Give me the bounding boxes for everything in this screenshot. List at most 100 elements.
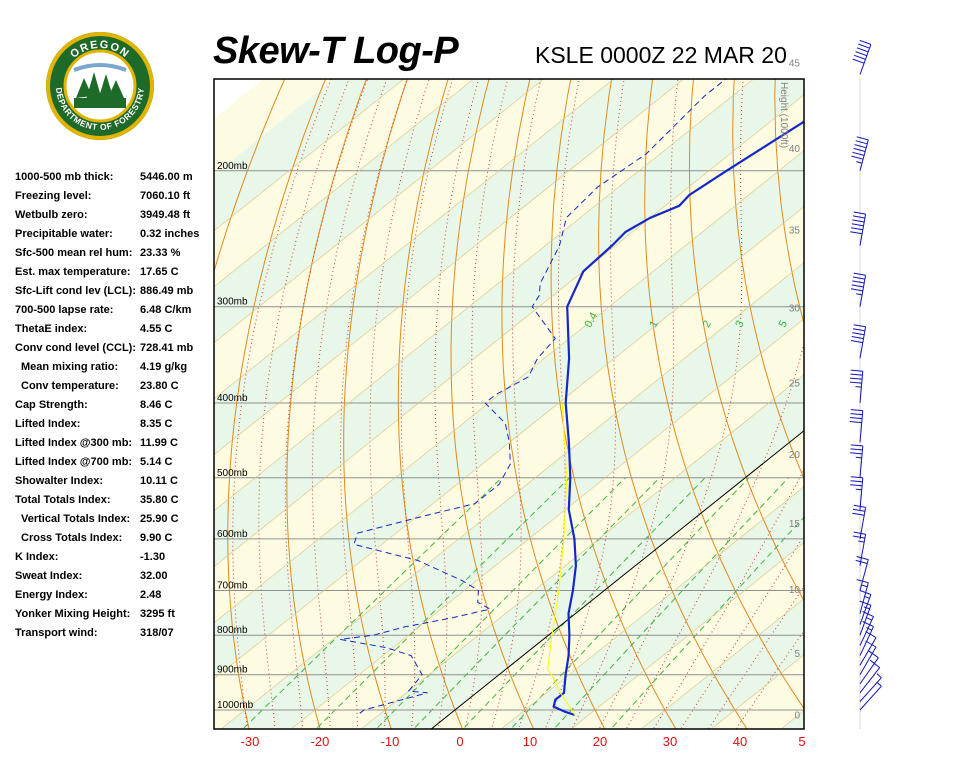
wind-barb bbox=[849, 369, 864, 404]
wind-barb-half-flag bbox=[861, 584, 868, 588]
isotherm bbox=[214, 79, 545, 344]
pressure-label: 600mb bbox=[217, 529, 248, 540]
wind-barb-half-flag bbox=[855, 386, 862, 388]
index-value: 318/07 bbox=[140, 627, 174, 639]
wind-barb bbox=[850, 444, 864, 478]
wind-barb-shaft bbox=[859, 445, 864, 478]
wind-barb-half-flag bbox=[855, 456, 862, 459]
moist-adiabat bbox=[571, 79, 679, 729]
index-value: 23.80 C bbox=[140, 380, 179, 392]
wind-barb-flag bbox=[853, 324, 866, 328]
wind-barb-half-flag bbox=[863, 606, 870, 610]
index-row: Wetbulb zero: 3949.48 ft bbox=[15, 206, 215, 225]
wind-barb-shaft bbox=[859, 534, 867, 566]
height-tick-label: 25 bbox=[789, 378, 801, 389]
wind-barb-half-flag bbox=[858, 540, 865, 543]
wind-barb bbox=[850, 476, 864, 510]
x-axis-tick-labels: -30 -20 -10 0 10 20 30 40 5 bbox=[241, 734, 806, 749]
index-label: Lifted Index @700 mb: bbox=[15, 456, 133, 468]
pressure-labels: 200mb 300mb 400mb 500mb 600mb 700mb 800mb 900mb… bbox=[217, 161, 254, 711]
wind-barb-flag bbox=[865, 640, 877, 648]
pressure-label: 500mb bbox=[217, 468, 248, 479]
index-label: ThetaE index: bbox=[15, 323, 88, 335]
wind-barb bbox=[850, 211, 867, 246]
index-label: Lifted Index: bbox=[15, 418, 81, 430]
isotherm bbox=[500, 486, 804, 729]
wind-barb-flag bbox=[859, 39, 872, 45]
wind-barb-flag bbox=[853, 504, 866, 508]
isotherm bbox=[214, 94, 804, 568]
index-row: K Index: -1.30 bbox=[15, 548, 215, 567]
wind-barb-half-flag bbox=[866, 617, 873, 621]
dry-adiabat bbox=[816, 0, 960, 742]
height-tick-label: 45 bbox=[789, 59, 801, 70]
pressure-label: 400mb bbox=[217, 393, 248, 404]
isotherm bbox=[214, 79, 685, 456]
wind-barb-flag bbox=[868, 650, 879, 659]
wind-barb bbox=[859, 631, 877, 666]
wind-barb bbox=[859, 621, 874, 656]
isotherms bbox=[214, 79, 804, 729]
moist-adiabat bbox=[680, 534, 804, 729]
wind-barb-flag bbox=[850, 417, 863, 420]
height-tick-label: 10 bbox=[789, 585, 801, 596]
wind-barb-flag bbox=[850, 288, 863, 292]
wind-barb-flag bbox=[850, 480, 863, 483]
wind-barb bbox=[855, 556, 869, 591]
index-label: Conv temperature: bbox=[21, 380, 119, 392]
wind-barb bbox=[850, 272, 867, 307]
index-row: 700-500 lapse rate: 6.48 C/km bbox=[15, 301, 215, 320]
wind-barb-flag bbox=[852, 328, 865, 332]
dry-adiabat bbox=[774, 79, 804, 326]
wind-barb-half-flag bbox=[876, 681, 882, 687]
wind-barb-flag bbox=[852, 151, 865, 156]
wind-barb-flag bbox=[852, 535, 865, 539]
index-row: ThetaE index: 4.55 C bbox=[15, 320, 215, 339]
wind-barb bbox=[859, 681, 882, 711]
index-value: 5.14 C bbox=[140, 456, 173, 468]
isotherm bbox=[360, 374, 804, 729]
wind-barb-flag bbox=[852, 276, 865, 280]
wind-barb-flag bbox=[856, 556, 869, 561]
wind-barb-shaft bbox=[859, 594, 872, 625]
wind-barb-flag bbox=[849, 421, 862, 424]
index-row: Transport wind: 318/07 bbox=[15, 624, 215, 643]
x-tick-label: 5 bbox=[798, 734, 805, 749]
index-value: 6.48 C/km bbox=[140, 304, 192, 316]
mixing-ratio-label: 3 bbox=[733, 319, 746, 330]
index-label: Cap Strength: bbox=[15, 399, 88, 411]
x-tick-label: 0 bbox=[456, 734, 463, 749]
index-label: Wetbulb zero: bbox=[15, 209, 88, 221]
index-label: Freezing level: bbox=[15, 190, 92, 202]
stability-indices-panel: 1000-500 mb thick: 5446.00 m Freezing leve… bbox=[15, 168, 215, 643]
index-row: Lifted Index @700 mb: 5.14 C bbox=[15, 453, 215, 472]
index-value: 0.32 inches bbox=[140, 228, 200, 240]
wind-barb-flag bbox=[851, 284, 864, 288]
wind-barb-flag bbox=[852, 332, 865, 336]
index-row: Precipitable water: 0.32 inches bbox=[15, 225, 215, 244]
wind-barb-flag bbox=[852, 58, 865, 64]
index-value: 7060.10 ft bbox=[140, 190, 191, 202]
sounding-series bbox=[340, 79, 804, 717]
index-row: Sfc-500 mean rel hum: 23.33 % bbox=[15, 244, 215, 263]
index-value: 2.48 bbox=[140, 589, 162, 601]
wind-barb-shaft bbox=[859, 657, 879, 685]
index-label: Cross Totals Index: bbox=[21, 532, 123, 544]
index-value: 4.55 C bbox=[140, 323, 173, 335]
index-row: Est. max temperature: 17.65 C bbox=[15, 263, 215, 282]
height-tick-label: 30 bbox=[789, 304, 801, 315]
moist-adiabat bbox=[517, 79, 580, 729]
wind-barb-shaft bbox=[859, 507, 867, 539]
wind-barb-half-flag bbox=[856, 161, 863, 164]
wind-barb-shaft bbox=[859, 214, 867, 246]
wind-barb bbox=[856, 579, 869, 614]
index-row: Showalter Index: 10.11 C bbox=[15, 472, 215, 491]
wind-barb-flag bbox=[850, 340, 863, 344]
wind-barb-flag bbox=[850, 409, 863, 412]
index-row: Cross Totals Index: 9.90 C bbox=[15, 529, 215, 548]
index-row: Cap Strength: 8.46 C bbox=[15, 396, 215, 415]
index-value: 10.11 C bbox=[140, 475, 178, 487]
height-tick-label: 35 bbox=[789, 226, 801, 237]
index-row: Total Totals Index: 35.80 C bbox=[15, 491, 215, 510]
wind-barb bbox=[859, 640, 877, 675]
